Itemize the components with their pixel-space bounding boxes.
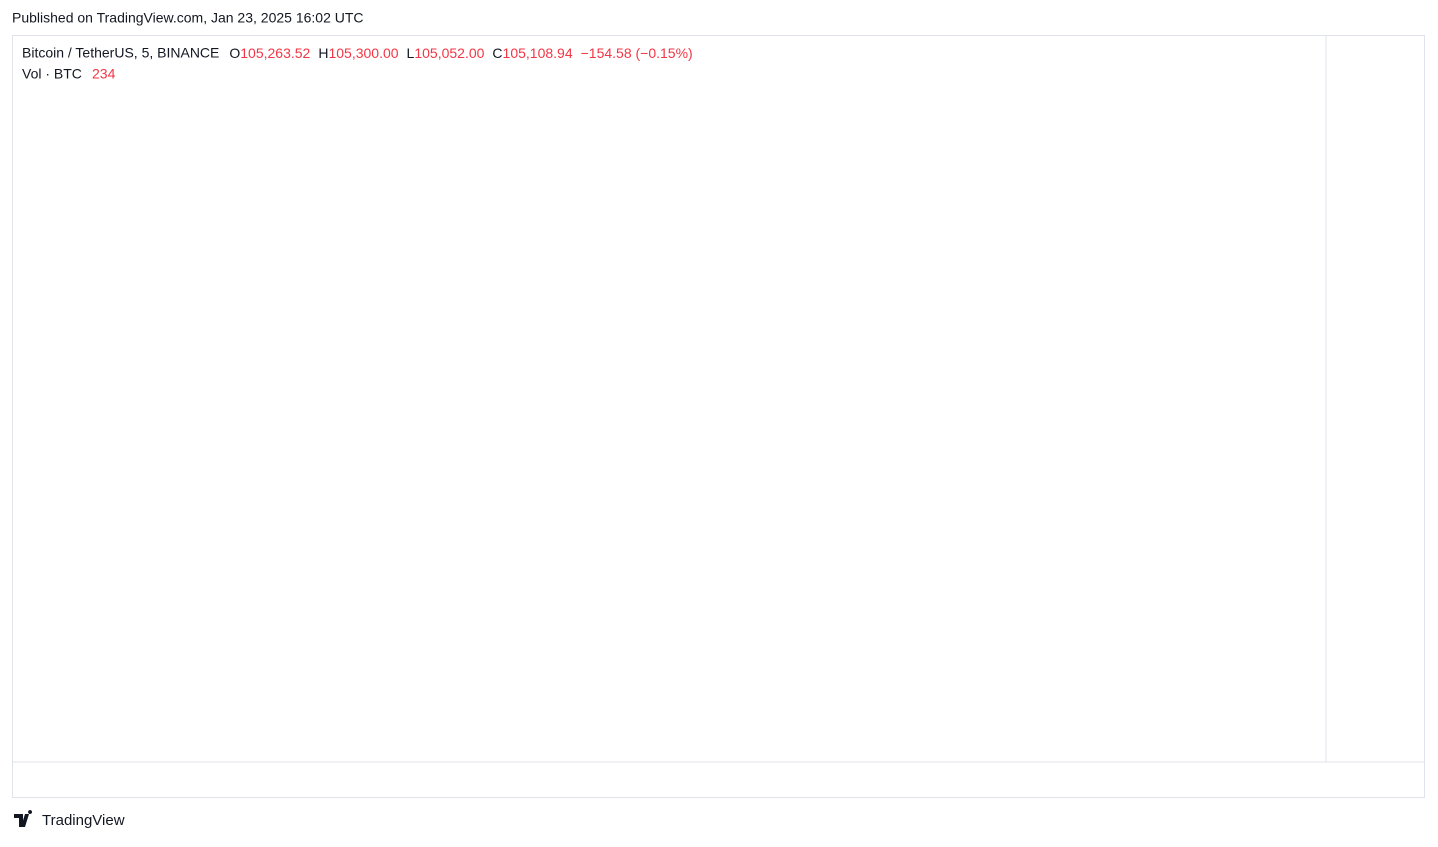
legend: Bitcoin / TetherUS, 5, BINANCE O105,263.… [22,45,693,82]
change: −154.58 (−0.15%) [581,45,693,61]
ohlc-key: H [318,45,328,61]
ohlc-key: O [229,45,240,61]
volume-title: Vol · BTC [22,66,82,82]
ohlc-value: 105,052.00 [414,45,484,61]
volume-value: 234 [92,66,116,82]
ohlc-value: 105,300.00 [328,45,398,61]
ohlc-value: 105,108.94 [503,45,573,61]
published-note: Published on TradingView.com, Jan 23, 20… [12,10,364,26]
symbol: Bitcoin / TetherUS, 5, BINANCE [22,45,219,61]
logo: TradingView [14,810,125,829]
brand: TradingView [42,812,125,829]
ohlc-key: L [407,45,415,61]
ohlc-key: C [492,45,502,61]
chart-frame [12,35,1425,798]
ohlc-values: O105,263.52 H105,300.00 L105,052.00 C105,10… [229,45,692,61]
ohlc-value: 105,263.52 [240,45,310,61]
